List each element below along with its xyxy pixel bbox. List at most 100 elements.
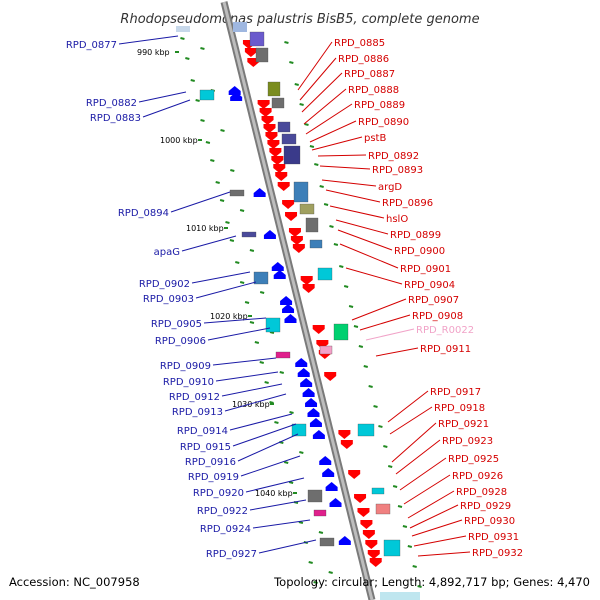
reverse-gene-arrow: [280, 296, 293, 305]
tick-mark: [313, 581, 318, 584]
gene-label-left: RPD_0913: [172, 407, 223, 418]
tick-mark: [215, 181, 220, 184]
tick-mark: [348, 305, 354, 308]
forward-gene-arrow: [354, 494, 367, 503]
gene-label-left: RPD_0920: [193, 488, 244, 499]
label-leader-line: [252, 519, 311, 529]
gene-label-left: RPD_0912: [169, 392, 220, 403]
gene-block: [176, 26, 190, 32]
label-leader-line: [142, 99, 191, 118]
tick-mark: [353, 325, 359, 328]
label-leader-line: [345, 267, 403, 285]
label-leader-line: [311, 136, 363, 151]
gene-block: [283, 145, 301, 165]
gene-block: [357, 423, 375, 437]
gene-block: [380, 592, 420, 600]
reverse-gene-arrow: [338, 536, 351, 545]
reverse-gene-arrow: [329, 498, 342, 507]
tick-mark: [264, 381, 269, 384]
gene-block: [305, 217, 319, 233]
tick-mark: [210, 159, 215, 162]
forward-gene-arrow: [300, 276, 313, 285]
label-leader-line: [409, 504, 459, 529]
forward-gene-arrow: [257, 100, 270, 109]
tick-mark: [402, 525, 408, 528]
tick-mark: [254, 341, 260, 344]
gene-label-left: RPD_0894: [118, 208, 169, 219]
gene-label-left: RPD_0915: [180, 442, 231, 453]
tick-mark: [309, 145, 315, 148]
tick-mark: [333, 243, 339, 246]
forward-gene-arrow: [244, 48, 257, 57]
gene-label-left: RPD_0922: [197, 506, 248, 517]
label-leader-line: [195, 281, 257, 299]
gene-block: [383, 539, 401, 557]
gene-block: [293, 181, 309, 203]
gene-block: [371, 487, 385, 495]
forward-gene-arrow: [288, 228, 301, 237]
tick-mark: [314, 163, 319, 166]
gene-label-right: RPD_0921: [438, 419, 489, 430]
tick-mark: [318, 531, 324, 534]
gene-label-right: RPD_0917: [430, 387, 481, 398]
reverse-gene-arrow: [300, 378, 313, 387]
gene-block: [333, 323, 349, 341]
label-layer: 990 kbp 1000 kbp 1010 kbp 1020 kbp 1030 kbp 1…: [66, 35, 523, 560]
gene-label-right: RPD_0892: [368, 151, 419, 162]
forward-gene-arrow: [338, 430, 351, 439]
tick-mark: [299, 103, 304, 106]
label-leader-line: [240, 455, 301, 477]
reverse-gene-arrow: [309, 418, 322, 427]
gene-label-left: RPD_0883: [90, 113, 141, 124]
label-leader-line: [351, 298, 407, 321]
gene-block: [299, 203, 315, 215]
label-leader-line: [303, 88, 347, 125]
gene-label-right: RPD_0918: [434, 403, 485, 414]
tick-mark: [289, 411, 294, 414]
gene-label-right: RPD_0899: [390, 230, 441, 241]
gene-block: [375, 503, 391, 515]
forward-gene-arrow: [290, 236, 303, 245]
gene-label-right: RPD_0896: [382, 198, 433, 209]
gene-label-left: RPD_0905: [151, 319, 202, 330]
tick-mark: [200, 119, 205, 122]
tick-mark: [195, 99, 200, 102]
tick-mark: [274, 421, 279, 424]
label-leader-line: [138, 91, 187, 103]
tick-mark: [180, 37, 185, 40]
tick-mark: [269, 331, 275, 334]
gene-label-left: RPD_0903: [143, 294, 194, 305]
tick-mark: [298, 521, 304, 524]
forward-gene-arrow: [367, 550, 380, 559]
tick-mark: [368, 385, 373, 388]
gene-label-left: RPD_0902: [139, 279, 190, 290]
reverse-gene-arrow: [325, 482, 338, 491]
tick-mark: [412, 565, 417, 568]
tick-mark: [259, 291, 265, 294]
tick-mark: [259, 361, 264, 364]
tick-mark: [220, 129, 225, 132]
gene-label-right: RPD_0908: [412, 311, 463, 322]
gene-label-left: RPD_0914: [177, 426, 228, 437]
forward-gene-arrow: [271, 156, 284, 165]
gene-label-left: RPD_0910: [163, 377, 214, 388]
tick-mark: [283, 461, 289, 464]
reverse-gene-arrow: [284, 314, 297, 323]
label-leader-line: [365, 328, 415, 341]
tick-mark: [288, 481, 294, 484]
gene-label-right: RPD_0886: [338, 54, 389, 65]
gene-label-right: pstB: [364, 133, 386, 144]
gene-block: [229, 189, 245, 197]
tick-mark: [343, 285, 349, 288]
forward-gene-arrow: [360, 520, 373, 529]
label-leader-line: [305, 103, 353, 135]
kbp-tick-label: 1030 kbp: [232, 400, 270, 409]
forward-gene-arrow: [275, 172, 288, 181]
gene-label-right: RPD_0889: [354, 100, 405, 111]
tick-mark: [299, 451, 304, 454]
reverse-gene-arrow: [273, 270, 286, 279]
tick-mark: [387, 465, 393, 468]
forward-gene-arrow: [362, 530, 375, 539]
label-leader-line: [395, 439, 441, 475]
